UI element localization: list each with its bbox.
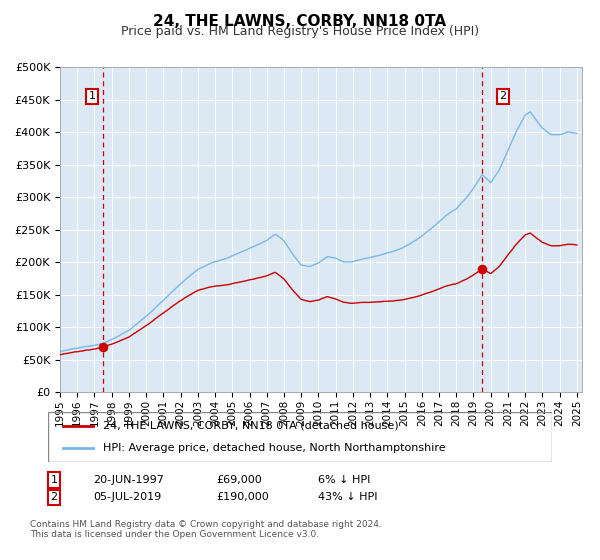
Text: HPI: Average price, detached house, North Northamptonshire: HPI: Average price, detached house, Nort… [103,443,446,453]
Text: 6% ↓ HPI: 6% ↓ HPI [318,475,370,485]
Text: 2: 2 [499,91,506,101]
Text: 43% ↓ HPI: 43% ↓ HPI [318,492,377,502]
Text: 1: 1 [50,475,58,485]
Text: 05-JUL-2019: 05-JUL-2019 [93,492,161,502]
Text: 20-JUN-1997: 20-JUN-1997 [93,475,164,485]
Text: Price paid vs. HM Land Registry's House Price Index (HPI): Price paid vs. HM Land Registry's House … [121,25,479,38]
Text: 2: 2 [50,492,58,502]
Text: £190,000: £190,000 [216,492,269,502]
Point [98,343,107,352]
Text: Contains HM Land Registry data © Crown copyright and database right 2024.
This d: Contains HM Land Registry data © Crown c… [30,520,382,539]
Text: 1: 1 [89,91,96,101]
Text: 24, THE LAWNS, CORBY, NN18 0TA (detached house): 24, THE LAWNS, CORBY, NN18 0TA (detached… [103,421,399,431]
Point [478,264,487,273]
Text: £69,000: £69,000 [216,475,262,485]
Text: 24, THE LAWNS, CORBY, NN18 0TA: 24, THE LAWNS, CORBY, NN18 0TA [154,14,446,29]
